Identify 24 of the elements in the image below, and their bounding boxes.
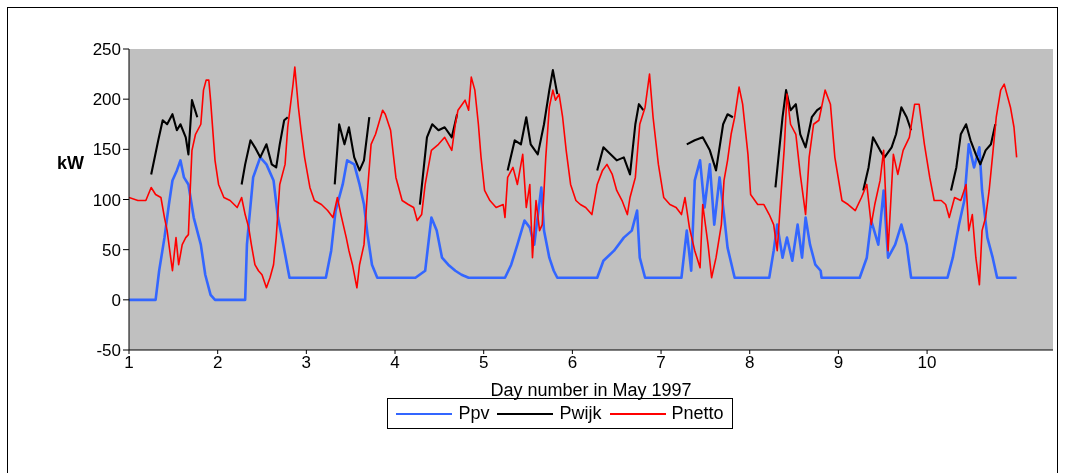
y-tick-label: -50 [96, 341, 121, 361]
x-tick-label: 5 [478, 353, 489, 373]
x-tick-label: 3 [301, 353, 312, 373]
y-tick-label: 50 [102, 240, 121, 260]
x-tick-label: 8 [744, 353, 755, 373]
line-series [129, 143, 1018, 302]
x-tick-label: 6 [567, 353, 578, 373]
x-tick-label: 2 [212, 353, 223, 373]
y-tick-label: 150 [92, 140, 121, 160]
line-series [129, 66, 1018, 289]
y-axis-title: kW [57, 153, 85, 174]
x-tick-label: 7 [656, 353, 666, 373]
x-tick-label: 4 [390, 353, 400, 373]
x-tick-label: 1 [124, 353, 134, 373]
legend-label: Ppv [458, 403, 490, 424]
x-axis-title: Day number in May 1997 [490, 380, 692, 400]
y-tick-label: 100 [92, 190, 121, 210]
legend-label: Pnetto [671, 403, 724, 424]
legend-label: Pwijk [559, 403, 602, 424]
y-tick-label: 250 [92, 40, 121, 60]
y-tick-label: 200 [92, 90, 121, 110]
x-tick-label: 10 [917, 353, 937, 373]
x-tick-label: 9 [833, 353, 844, 373]
y-tick-label: 0 [111, 290, 121, 310]
